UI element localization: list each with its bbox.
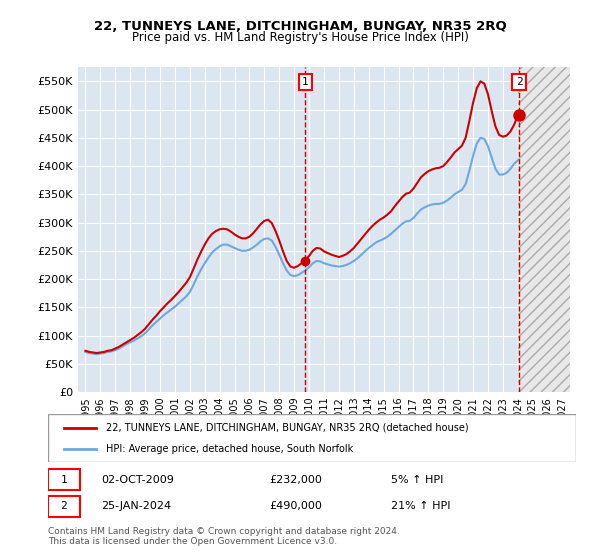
Text: 21% ↑ HPI: 21% ↑ HPI: [391, 501, 451, 511]
Text: 22, TUNNEYS LANE, DITCHINGHAM, BUNGAY, NR35 2RQ (detached house): 22, TUNNEYS LANE, DITCHINGHAM, BUNGAY, N…: [106, 423, 469, 433]
Text: 2: 2: [515, 77, 523, 87]
FancyBboxPatch shape: [48, 496, 80, 517]
FancyBboxPatch shape: [48, 469, 80, 491]
Text: 5% ↑ HPI: 5% ↑ HPI: [391, 474, 443, 484]
FancyBboxPatch shape: [48, 414, 576, 462]
Bar: [518, 67, 570, 392]
Text: £490,000: £490,000: [270, 501, 323, 511]
Text: 1: 1: [61, 474, 67, 484]
Text: 02-OCT-2009: 02-OCT-2009: [101, 474, 173, 484]
Text: 1: 1: [302, 77, 309, 87]
Text: £232,000: £232,000: [270, 474, 323, 484]
Text: Contains HM Land Registry data © Crown copyright and database right 2024.
This d: Contains HM Land Registry data © Crown c…: [48, 526, 400, 546]
Text: Price paid vs. HM Land Registry's House Price Index (HPI): Price paid vs. HM Land Registry's House …: [131, 31, 469, 44]
Text: 25-JAN-2024: 25-JAN-2024: [101, 501, 171, 511]
Text: 22, TUNNEYS LANE, DITCHINGHAM, BUNGAY, NR35 2RQ: 22, TUNNEYS LANE, DITCHINGHAM, BUNGAY, N…: [94, 20, 506, 32]
Bar: [518, 67, 570, 392]
Text: 2: 2: [61, 501, 67, 511]
Text: HPI: Average price, detached house, South Norfolk: HPI: Average price, detached house, Sout…: [106, 444, 353, 454]
